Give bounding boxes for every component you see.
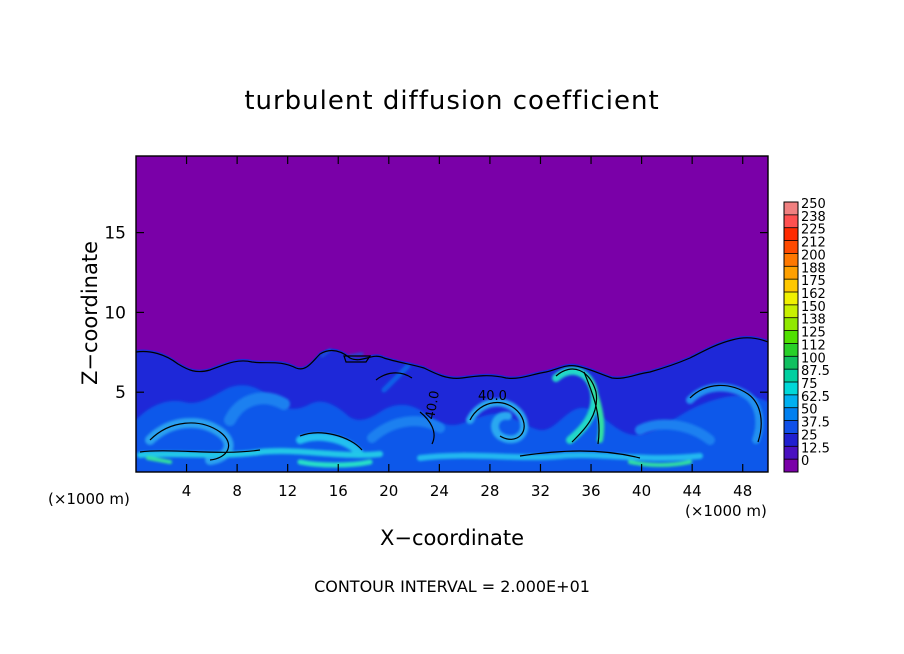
colorbar-swatch <box>784 279 798 292</box>
y-tick-label: 15 <box>104 224 126 244</box>
x-axis-label: X−coordinate <box>380 526 524 550</box>
colorbar-swatch <box>784 266 798 280</box>
colorbar-swatch <box>784 420 798 434</box>
colorbar-label: 50 <box>801 403 818 418</box>
colorbar-label: 62.5 <box>801 390 830 405</box>
x-tick-label: 40 <box>632 482 651 500</box>
colorbar-swatch <box>784 446 798 460</box>
colorbar-label: 25 <box>801 428 818 443</box>
colorbar-label: 238 <box>801 210 826 225</box>
y-tick-label: 5 <box>115 383 126 403</box>
x-tick-label: 4 <box>182 482 192 500</box>
colorbar-swatch <box>784 317 798 331</box>
colorbar-label: 175 <box>801 274 826 289</box>
colorbar-label: 100 <box>801 351 826 366</box>
x-axis: 4 8 12 16 20 24 28 32 36 40 44 48 <box>182 156 752 500</box>
colorbar: 2502382252122001881751621501381251121008… <box>783 197 830 473</box>
x-tick-label: 20 <box>379 482 398 500</box>
colorbar-swatch <box>784 330 798 344</box>
x-tick-label: 32 <box>531 482 550 500</box>
colorbar-swatch <box>784 382 798 395</box>
colorbar-swatch <box>784 227 798 241</box>
plot-area: 40.0 40.0 <box>136 156 768 472</box>
x-unit-label-left: (×1000 m) <box>48 490 130 508</box>
colorbar-label: 200 <box>801 248 826 263</box>
colorbar-swatch <box>784 394 798 408</box>
colorbar-swatch <box>784 343 798 357</box>
colorbar-swatch <box>784 356 798 370</box>
x-tick-label: 8 <box>232 482 242 500</box>
x-tick-label: 12 <box>278 482 297 500</box>
contour-interval-note: CONTOUR INTERVAL = 2.000E+01 <box>314 577 590 596</box>
plot-frame <box>135 155 769 473</box>
colorbar-label: 138 <box>801 313 826 328</box>
colorbar-label: 162 <box>801 287 826 302</box>
x-tick-label: 24 <box>430 482 449 500</box>
y-tick-label: 10 <box>104 303 126 323</box>
colorbar-label: 250 <box>801 197 826 212</box>
y-axis-label: Z−coordinate <box>78 241 102 385</box>
colorbar-swatch <box>784 433 798 447</box>
colorbar-label: 87.5 <box>801 364 830 379</box>
colorbar-label: 188 <box>801 261 826 276</box>
contour-lines <box>136 337 768 461</box>
contour-label: 40.0 <box>478 389 507 404</box>
colorbar-label: 212 <box>801 236 826 251</box>
colorbar-swatch <box>784 240 798 254</box>
colorbar-swatch <box>784 253 798 267</box>
colorbar-label: 75 <box>801 377 818 392</box>
x-tick-label: 28 <box>480 482 499 500</box>
x-tick-label: 16 <box>329 482 348 500</box>
colorbar-label: 12.5 <box>801 441 830 456</box>
colorbar-label: 112 <box>801 338 826 353</box>
colorbar-swatch <box>784 369 798 382</box>
chart-title: turbulent diffusion coefficient <box>244 86 660 116</box>
colorbar-label: 37.5 <box>801 416 830 431</box>
colorbar-label: 225 <box>801 223 826 238</box>
colorbar-label: 125 <box>801 326 826 341</box>
contour-label: 40.0 <box>423 390 443 421</box>
colorbar-swatch <box>784 459 798 472</box>
x-tick-label: 36 <box>581 482 600 500</box>
colorbar-label: 150 <box>801 300 826 315</box>
x-tick-label: 44 <box>683 482 702 500</box>
x-unit-label-right: (×1000 m) <box>685 502 767 520</box>
colorbar-swatch <box>784 214 798 228</box>
contour-labels: 40.0 40.0 <box>423 389 507 421</box>
colorbar-swatch <box>784 304 798 318</box>
colorbar-swatch <box>784 292 798 305</box>
y-axis: 5 10 15 <box>104 224 768 403</box>
colorbar-swatch <box>784 202 798 215</box>
x-tick-label: 48 <box>733 482 752 500</box>
colorbar-label: 0 <box>801 454 809 469</box>
colorbar-swatch <box>784 407 798 421</box>
